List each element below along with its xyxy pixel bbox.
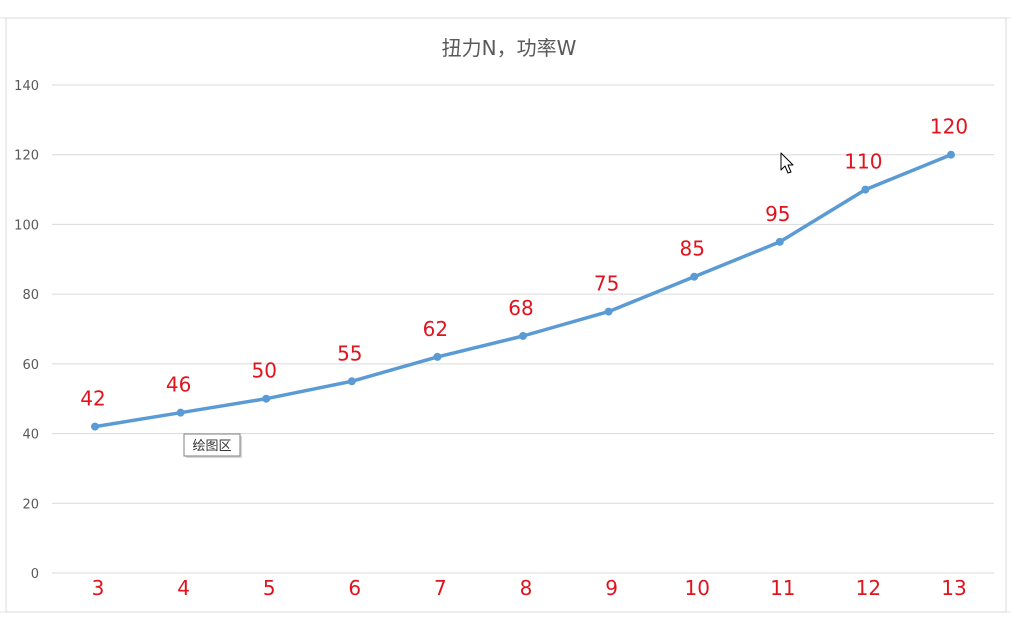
y-tick-label: 120 <box>14 149 39 164</box>
data-point[interactable] <box>775 237 784 246</box>
x-tick-label: 4 <box>177 576 190 600</box>
data-point[interactable] <box>604 307 613 316</box>
data-point[interactable] <box>91 422 99 431</box>
data-label[interactable]: 42 <box>80 387 105 411</box>
data-point[interactable] <box>861 185 870 194</box>
x-tick-label: 6 <box>348 576 361 600</box>
x-tick-label: 3 <box>92 576 105 600</box>
x-tick-label: 10 <box>684 576 709 600</box>
data-label[interactable]: 46 <box>166 373 191 397</box>
data-point[interactable] <box>347 377 356 386</box>
y-tick-label: 40 <box>22 428 39 443</box>
data-point[interactable] <box>262 394 271 403</box>
data-label[interactable]: 55 <box>337 341 362 365</box>
x-tick-label: 11 <box>770 576 795 600</box>
data-label[interactable]: 75 <box>594 272 619 296</box>
data-label[interactable]: 110 <box>844 150 882 174</box>
data-point[interactable] <box>690 272 699 281</box>
plot-area-tooltip: 绘图区 <box>183 433 242 458</box>
chart-area[interactable] <box>5 17 1007 613</box>
mouse-pointer-icon <box>780 152 794 174</box>
series-points[interactable] <box>91 150 955 431</box>
data-point[interactable] <box>176 408 185 417</box>
y-tick-label: 0 <box>31 567 39 582</box>
data-point[interactable] <box>947 150 955 159</box>
x-tick-label: 5 <box>263 576 276 600</box>
tooltip-text: 绘图区 <box>192 439 231 454</box>
data-label[interactable]: 95 <box>765 202 790 226</box>
x-tick-label: 13 <box>941 576 966 600</box>
y-tick-label: 20 <box>22 497 39 512</box>
y-tick-label: 80 <box>22 288 39 303</box>
y-tick-label: 140 <box>14 79 39 94</box>
y-axis[interactable]: 0 20 40 60 80 100 120 140 <box>14 79 39 582</box>
data-label[interactable]: 68 <box>508 296 533 320</box>
data-point[interactable] <box>519 331 527 340</box>
data-label[interactable]: 50 <box>251 359 276 383</box>
y-tick-label: 100 <box>14 218 39 233</box>
chart-title[interactable]: 扭力N，功率W <box>442 36 577 60</box>
data-label[interactable]: 62 <box>423 317 448 341</box>
data-point[interactable] <box>433 352 442 361</box>
x-tick-label: 8 <box>520 576 533 600</box>
x-axis[interactable]: 3 4 5 6 7 8 9 10 11 12 13 <box>92 576 967 600</box>
x-tick-label: 9 <box>605 576 618 600</box>
x-tick-label: 12 <box>856 576 881 600</box>
data-label[interactable]: 120 <box>930 115 968 139</box>
data-labels[interactable]: 42 46 50 55 62 68 75 85 95 110 120 <box>80 115 968 411</box>
x-tick-label: 7 <box>434 576 447 600</box>
y-tick-label: 60 <box>22 358 39 373</box>
data-label[interactable]: 85 <box>679 237 704 261</box>
